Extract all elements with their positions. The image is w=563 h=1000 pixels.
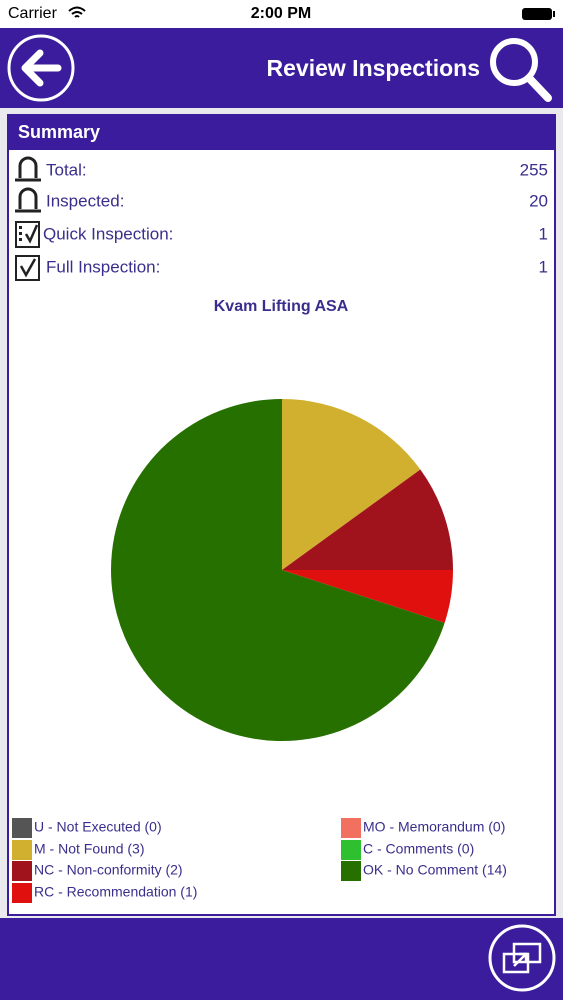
search-lens [490,38,538,86]
pie-slice [282,469,453,570]
back-arrow [21,49,62,87]
battery-tip [553,11,555,17]
back-button[interactable] [7,34,75,102]
legend-label: C - Comments (0) [363,841,474,857]
legend-label: M - Not Found (3) [34,841,144,857]
wifi-icon [68,6,86,18]
summary-label: Total: [46,160,87,179]
share-circle [488,924,556,992]
shackle-icon [15,187,41,213]
legend-label: RC - Recommendation (1) [34,884,197,900]
pie-slice [282,399,421,570]
summary-title: Summary [18,122,100,142]
share-arrow [513,952,528,967]
legend-label: U - Not Executed (0) [34,819,162,835]
pie-slice [111,399,445,742]
chart-title: Kvam Lifting ASA [214,298,349,315]
clock: 2:00 PM [251,5,311,22]
header-title: Review Inspections [267,55,480,81]
legend-label: OK - No Comment (14) [363,862,507,878]
legend-swatch [341,818,361,838]
legend-swatch [12,861,32,881]
legend-label: MO - Memorandum (0) [363,819,505,835]
shackle-icon [15,156,41,182]
summary-label: Quick Inspection: [43,224,173,243]
share-box-back [512,942,542,964]
summary-label: Inspected: [46,191,124,210]
legend-swatch [12,883,32,903]
summary-value: 1 [539,257,548,276]
legend-swatch [341,840,361,860]
pie-slice [282,570,453,623]
status-bar [0,0,563,28]
summary-label: Full Inspection: [46,257,160,276]
summary-value: 1 [539,224,548,243]
legend-swatch [12,840,32,860]
search-button[interactable] [490,38,552,102]
search-handle [525,74,552,102]
checklist-icon [15,221,40,248]
legend-swatch [341,861,361,881]
legend-label: NC - Non-conformity (2) [34,862,183,878]
checkbox-icon [15,255,40,281]
summary-value: 255 [520,160,548,179]
share-button[interactable] [488,924,556,992]
header-bar [0,28,563,108]
back-circle [7,34,75,102]
carrier: Carrier [8,5,58,22]
legend-swatch [12,818,32,838]
summary-header [8,115,555,150]
summary-value: 20 [529,191,548,210]
battery [522,8,552,20]
bottom-bar [0,918,563,1000]
